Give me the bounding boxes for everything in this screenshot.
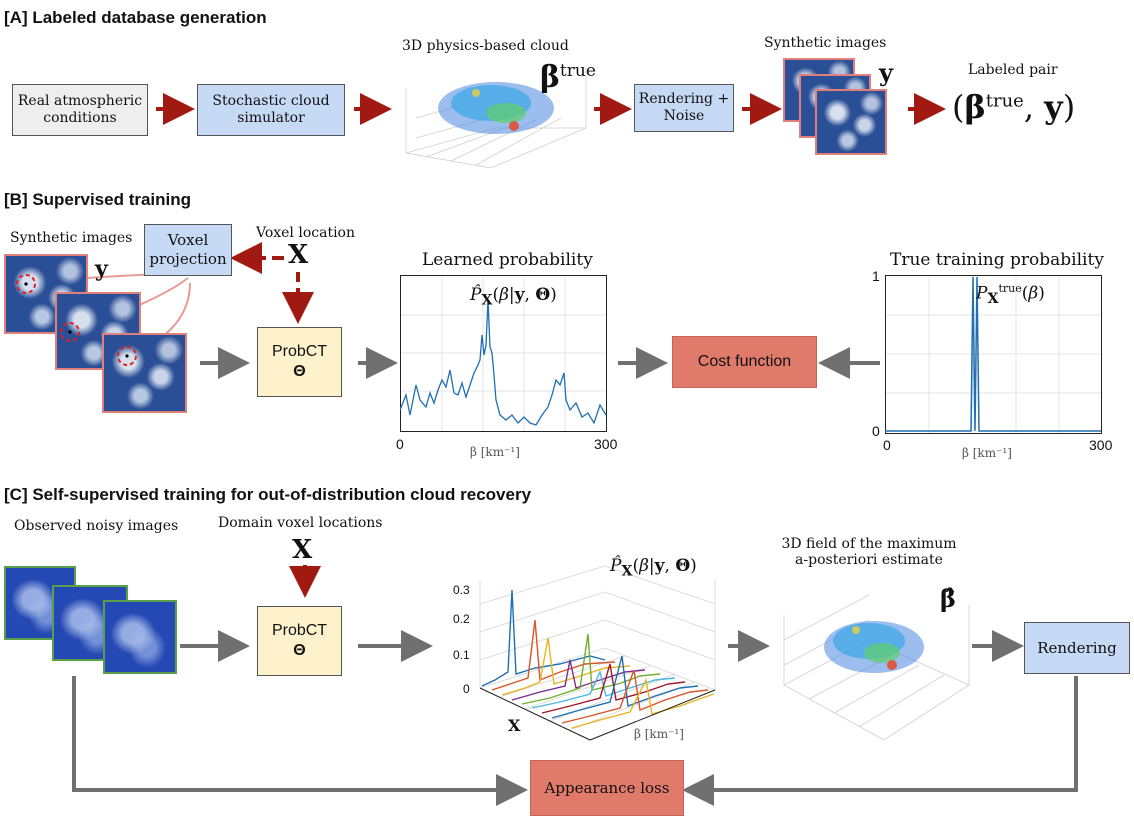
voxel-projection-box: Voxel projection [144,224,232,276]
probct-label-b: ProbCT [271,343,328,360]
learned-prob-formula: P̂X(β|y, Θ) [470,285,557,309]
true-prob-line [885,276,1101,432]
waterfall-x-label: X [508,716,521,735]
waterfall-z-02: 0.2 [453,612,470,626]
learned-prob-plot [400,275,607,432]
map-cloud-volume [783,594,970,741]
true-prob-plot [885,275,1102,434]
labeled-pair-formula: (βtrue, y) [952,88,1076,126]
true-prob-formula: PXtrue(β) [976,282,1045,308]
render-noise-box: Rendering + Noise [634,84,734,132]
theta-label-b: Θ [293,363,306,380]
X-symbol-c: X [292,535,313,565]
labeled-pair-label: Labeled pair [968,62,1058,78]
section-a-title: [A] Labeled database generation [4,8,267,27]
appearance-loss-box: Appearance loss [530,760,684,816]
synthetic-label-b: Synthetic images [10,230,133,246]
waterfall-beta-label: β [km⁻¹] [634,727,684,741]
y-symbol-b: y [95,256,108,282]
probct-box-b: ProbCT Θ [257,327,342,397]
synthetic-image-a3 [815,89,887,155]
map-label-line2: a-posteriori estimate [795,552,943,568]
beta-hat: β̂ [940,584,956,613]
waterfall-z-03: 0.3 [453,583,470,597]
observed-label: Observed noisy images [14,518,179,534]
cloud-simulator-box: Stochastic cloud simulator [197,84,345,136]
domain-label: Domain voxel locations [218,515,383,531]
voxel-location-label: Voxel location [256,225,356,241]
voxel-markers [16,274,137,366]
rendering-box-c: Rendering [1024,622,1130,674]
synthetic-image-b3 [102,333,187,413]
probct-label-c: ProbCT [271,622,328,639]
section-c-title: [C] Self-supervised training for out-of-… [4,485,532,504]
true-y1: 1 [872,268,880,284]
true-prob-title: True training probability [890,250,1104,270]
theta-label-c: Θ [293,642,306,659]
learned-x0: 0 [396,436,404,452]
true-x0: 0 [883,437,891,453]
waterfall-z-0: 0 [463,682,470,696]
cloud-label: 3D physics-based cloud [402,38,569,54]
cost-function-box: Cost function [672,336,817,388]
X-symbol-b: X [288,240,309,270]
map-label-line1: 3D field of the maximum [781,536,957,552]
true-y0: 0 [872,423,880,439]
observed-image-3 [103,600,177,674]
true-xaxis-label: β [km⁻¹] [962,446,1012,460]
probct-box-c: ProbCT Θ [257,606,342,676]
cloud-volume-a [405,68,587,168]
beta-true-a: βtrue [540,60,596,95]
synthetic-image-b1 [4,254,88,334]
learned-prob-title: Learned probability [422,250,593,270]
waterfall-z-01: 0.1 [453,648,470,662]
real-conditions-box: Real atmospheric conditions [12,84,148,136]
waterfall-formula: P̂X(β|y, Θ) [610,556,697,580]
map-label: 3D field of the maximum a-posteriori est… [776,536,962,568]
true-x300: 300 [1089,437,1113,453]
learned-xaxis-label: β [km⁻¹] [470,445,520,459]
y-symbol-a: y [879,58,893,87]
waterfall-plot [479,565,716,741]
learned-prob-line [400,299,607,426]
synthetic-label-a: Synthetic images [764,35,887,51]
section-b-title: [B] Supervised training [4,190,192,209]
learned-x300: 300 [594,436,618,452]
